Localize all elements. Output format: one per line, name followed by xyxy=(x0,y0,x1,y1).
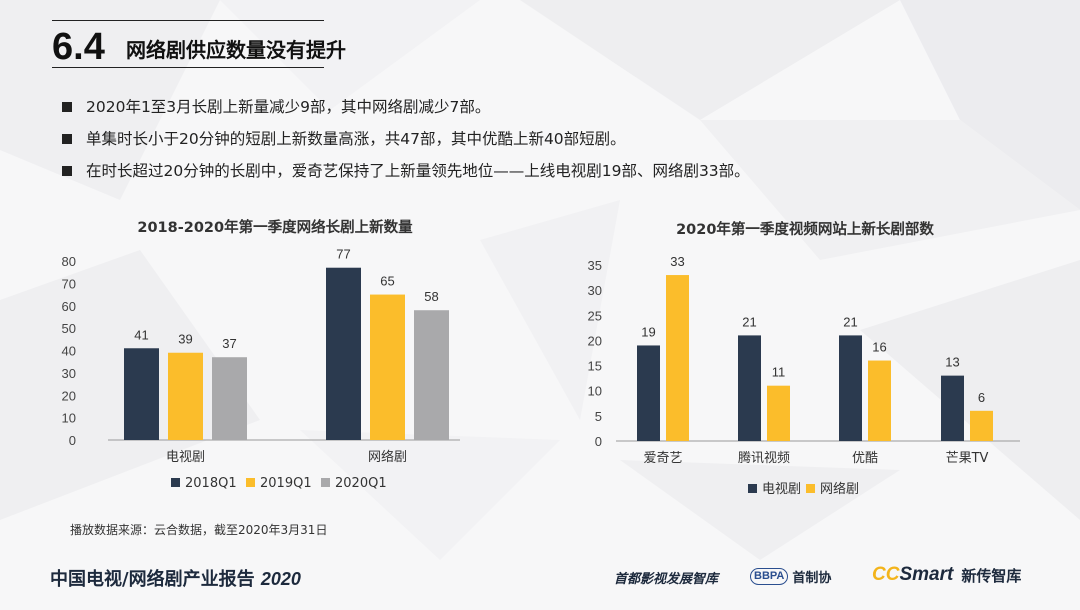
y-tick-label: 20 xyxy=(588,333,602,348)
bar xyxy=(168,352,203,440)
bullet-list: 2020年1至3月长剧上新量减少9部，其中网络剧减少7部。 单集时长小于20分钟… xyxy=(62,96,750,192)
section-title: 网络剧供应数量没有提升 xyxy=(126,38,346,62)
legend-label: 2018Q1 xyxy=(185,476,237,491)
footer-report-year: 2020 xyxy=(260,569,301,589)
y-tick-label: 60 xyxy=(62,299,76,314)
data-label: 33 xyxy=(670,254,684,269)
legend-label: 2020Q1 xyxy=(335,476,387,491)
data-label: 19 xyxy=(641,324,655,339)
category-label: 腾讯视频 xyxy=(738,450,790,466)
category-label: 优酷 xyxy=(852,451,878,466)
ccsmart-text: 新传智库 xyxy=(961,566,1022,585)
bar xyxy=(637,345,660,441)
bbpa-text: 首制协 xyxy=(792,570,832,586)
bar xyxy=(738,335,761,441)
data-label: 65 xyxy=(380,274,394,289)
bar xyxy=(970,410,993,441)
y-tick-label: 0 xyxy=(595,434,602,449)
bullet-text: 2020年1至3月长剧上新量减少9部，其中网络剧减少7部。 xyxy=(86,98,491,116)
footer-report-title: 中国电视/网络剧产业报告 2020 xyxy=(50,565,301,591)
bbpa-badge: BBPA xyxy=(750,567,789,585)
source-note: 播放数据来源：云合数据，截至2020年3月31日 xyxy=(70,523,328,537)
chart-platform-new-dramas: 2020年第一季度视频网站上新长剧部数 0 5 10 15 20 25 30 35 19 33 爱奇艺… xyxy=(588,220,1020,497)
chart-title: 2020年第一季度视频网站上新长剧部数 xyxy=(676,220,934,238)
header-underline xyxy=(52,67,324,68)
bullet-item: 在时长超过20分钟的长剧中，爱奇艺保持了上新量领先地位——上线电视剧19部、网络… xyxy=(62,160,750,192)
y-tick-label: 35 xyxy=(588,258,602,273)
bar xyxy=(839,335,862,441)
y-tick-label: 80 xyxy=(62,254,76,269)
legend-label: 2019Q1 xyxy=(260,476,312,491)
bar xyxy=(326,267,361,440)
legend-swatch xyxy=(748,484,757,493)
logo-ccsmart: CC Smart 新传智库 xyxy=(872,564,1021,586)
bullet-text: 单集时长小于20分钟的短剧上新数量高涨，共47部，其中优酷上新40部短剧。 xyxy=(86,130,626,148)
logo-capital-film-think-tank: 首都影视发展智库 xyxy=(614,572,719,587)
bar xyxy=(124,348,159,440)
y-tick-label: 30 xyxy=(588,283,602,298)
legend-label: 网络剧 xyxy=(820,481,859,497)
y-tick-label: 0 xyxy=(69,433,76,448)
bar xyxy=(767,385,790,441)
y-tick-label: 15 xyxy=(588,359,602,374)
legend-swatch xyxy=(321,478,330,487)
bar xyxy=(868,360,891,441)
y-tick-label: 30 xyxy=(62,366,76,381)
legend-swatch xyxy=(171,478,180,487)
bullet-square-icon xyxy=(62,166,72,176)
bar xyxy=(414,310,449,440)
y-tick-label: 20 xyxy=(62,388,76,403)
data-label: 39 xyxy=(178,332,192,347)
bullet-square-icon xyxy=(62,102,72,112)
chart-title: 2018-2020年第一季度网络长剧上新数量 xyxy=(137,218,413,236)
bullet-item: 单集时长小于20分钟的短剧上新数量高涨，共47部，其中优酷上新40部短剧。 xyxy=(62,128,750,160)
bar xyxy=(666,275,689,441)
y-tick-label: 50 xyxy=(62,321,76,336)
bullet-item: 2020年1至3月长剧上新量减少9部，其中网络剧减少7部。 xyxy=(62,96,750,128)
bullet-square-icon xyxy=(62,134,72,144)
category-label: 网络剧 xyxy=(368,449,407,465)
bar xyxy=(941,375,964,441)
legend-swatch xyxy=(246,478,255,487)
legend-swatch xyxy=(806,484,815,493)
category-label: 芒果TV xyxy=(946,450,989,466)
ccsmart-cc: CC xyxy=(872,564,900,585)
section-number: 6.4 xyxy=(52,26,105,68)
data-label: 37 xyxy=(222,336,236,351)
y-tick-label: 25 xyxy=(588,308,602,323)
bullet-text: 在时长超过20分钟的长剧中，爱奇艺保持了上新量领先地位——上线电视剧19部、网络… xyxy=(86,162,750,180)
y-tick-label: 5 xyxy=(595,409,602,424)
data-label: 13 xyxy=(945,355,959,370)
data-label: 58 xyxy=(424,289,438,304)
category-label: 爱奇艺 xyxy=(643,450,682,466)
header-top-rule xyxy=(52,20,324,21)
y-tick-label: 70 xyxy=(62,276,76,291)
bar xyxy=(370,294,405,440)
data-label: 11 xyxy=(772,365,786,380)
logo-bbpa: BBPA 首制协 xyxy=(750,566,831,586)
ccsmart-smart: Smart xyxy=(899,564,954,585)
legend-label: 电视剧 xyxy=(762,482,801,497)
data-label: 21 xyxy=(843,314,857,329)
bar xyxy=(212,357,247,440)
category-label: 电视剧 xyxy=(166,450,205,465)
footer-report-name: 中国电视/网络剧产业报告 xyxy=(50,569,255,590)
data-label: 41 xyxy=(134,327,148,342)
data-label: 16 xyxy=(872,340,886,355)
data-label: 6 xyxy=(978,390,985,405)
data-label: 77 xyxy=(336,247,350,262)
y-tick-label: 10 xyxy=(588,384,602,399)
y-tick-label: 10 xyxy=(62,411,76,426)
y-tick-label: 40 xyxy=(62,344,76,359)
chart-annual-new-dramas: 2018-2020年第一季度网络长剧上新数量 0 10 20 30 40 50 60 70 80 4… xyxy=(62,218,460,491)
data-label: 21 xyxy=(742,314,756,329)
